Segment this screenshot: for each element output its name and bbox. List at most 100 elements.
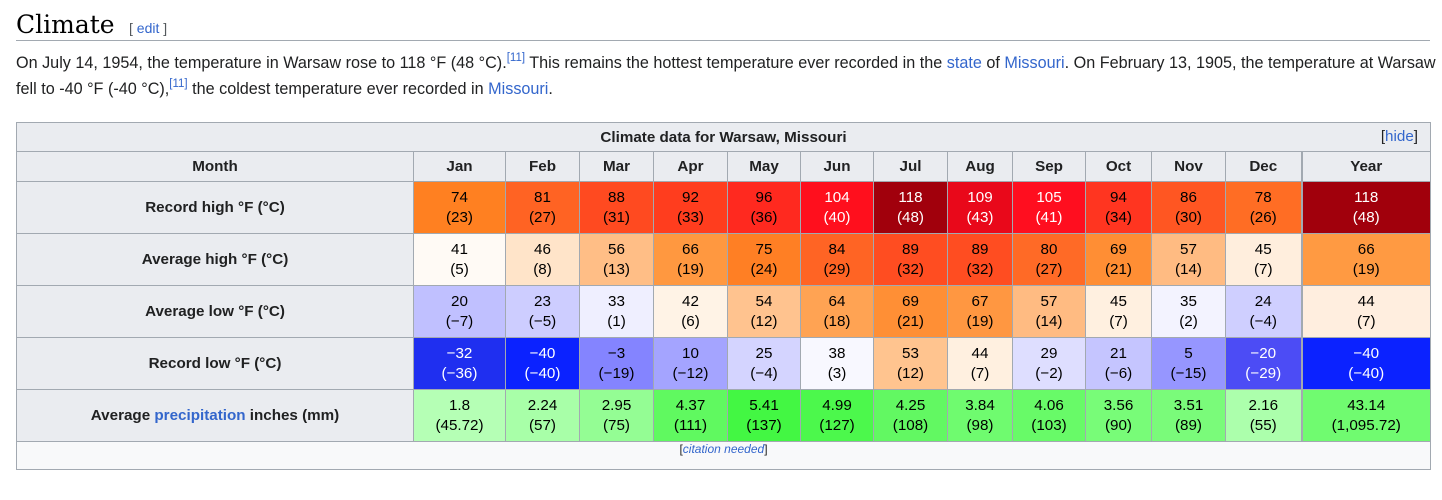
- data-cell: 10 (−12): [653, 337, 728, 390]
- data-cell: 5.41 (137): [727, 389, 801, 442]
- reference-link[interactable]: [11]: [506, 52, 526, 64]
- data-cell: 38 (3): [800, 337, 874, 390]
- data-cell: 3.84 (98): [947, 389, 1013, 442]
- year-cell: 43.14 (1,095.72): [1300, 389, 1431, 442]
- citation-needed-link[interactable]: citation needed: [682, 442, 765, 456]
- section-heading: Climate [ edit ]: [16, 6, 1430, 41]
- data-cell: −32 (−36): [413, 337, 506, 390]
- data-cell: 86 (30): [1151, 181, 1226, 234]
- precipitation-link[interactable]: precipitation: [154, 407, 246, 424]
- data-cell: 69 (21): [873, 285, 948, 338]
- year-header: Year: [1300, 151, 1431, 182]
- data-cell: 92 (33): [653, 181, 728, 234]
- month-header-nov: Nov: [1151, 151, 1226, 182]
- row-label: Record low °F (°C): [16, 337, 414, 390]
- data-cell: −3 (−19): [579, 337, 654, 390]
- reference-link[interactable]: [11]: [169, 78, 188, 90]
- data-cell: 45 (7): [1085, 285, 1152, 338]
- data-cell: 2.16 (55): [1225, 389, 1302, 442]
- table-row: Average low °F (°C) 20 (−7) 23 (−5) 33 (1) 42 (6…: [16, 285, 1431, 338]
- data-cell: 67 (19): [947, 285, 1013, 338]
- data-cell: 3.56 (90): [1085, 389, 1152, 442]
- data-cell: 57 (14): [1012, 285, 1086, 338]
- month-header-oct: Oct: [1085, 151, 1152, 182]
- climate-paragraph: On July 14, 1954, the temperature in War…: [16, 52, 1436, 98]
- year-cell: 118 (48): [1300, 181, 1431, 234]
- data-cell: 89 (32): [947, 233, 1013, 286]
- data-cell: 2.24 (57): [505, 389, 580, 442]
- hide-toggle[interactable]: [hide]: [1380, 128, 1418, 145]
- data-cell: 4.99 (127): [800, 389, 874, 442]
- data-cell: 56 (13): [579, 233, 654, 286]
- table-caption: Climate data for Warsaw, Missouri [hide]: [16, 122, 1431, 152]
- data-cell: 45 (7): [1225, 233, 1302, 286]
- year-cell: 44 (7): [1300, 285, 1431, 338]
- row-label: Average precipitation inches (mm): [16, 389, 414, 442]
- data-cell: −40 (−40): [505, 337, 580, 390]
- data-cell: 35 (2): [1151, 285, 1226, 338]
- data-cell: 74 (23): [413, 181, 506, 234]
- data-cell: 57 (14): [1151, 233, 1226, 286]
- table-row: Average high °F (°C) 41 (5) 46 (8) 56 (13) 66 (1…: [16, 233, 1431, 286]
- missouri-link[interactable]: Missouri: [488, 80, 549, 98]
- year-cell: 66 (19): [1300, 233, 1431, 286]
- data-cell: 109 (43): [947, 181, 1013, 234]
- table-row: Record high °F (°C) 74 (23) 81 (27) 88 (31) 92(…: [16, 181, 1431, 234]
- month-header-jul: Jul: [873, 151, 948, 182]
- missouri-link[interactable]: Missouri: [1004, 54, 1065, 72]
- data-cell: 81 (27): [505, 181, 580, 234]
- data-cell: 94 (34): [1085, 181, 1152, 234]
- data-cell: 4.25 (108): [873, 389, 948, 442]
- data-cell: 21 (−6): [1085, 337, 1152, 390]
- data-cell: 78 (26): [1225, 181, 1302, 234]
- data-cell: 66 (19): [653, 233, 728, 286]
- data-cell: 44 (7): [947, 337, 1013, 390]
- month-header-mar: Mar: [579, 151, 654, 182]
- data-cell: −20 (−29): [1225, 337, 1302, 390]
- data-cell: 23 (−5): [505, 285, 580, 338]
- data-cell: 118 (48): [873, 181, 948, 234]
- data-cell: 25 (−4): [727, 337, 801, 390]
- data-cell: 4.37 (111): [653, 389, 728, 442]
- data-cell: 96 (36): [727, 181, 801, 234]
- data-cell: 69 (21): [1085, 233, 1152, 286]
- month-header-feb: Feb: [505, 151, 580, 182]
- section-title: Climate: [16, 10, 115, 39]
- data-cell: 88 (31): [579, 181, 654, 234]
- climate-table: Climate data for Warsaw, Missouri [hide]…: [16, 122, 1431, 470]
- edit-section: [ edit ]: [129, 20, 168, 36]
- month-header-jan: Jan: [413, 151, 506, 182]
- row-label: Average low °F (°C): [16, 285, 414, 338]
- data-cell: 41 (5): [413, 233, 506, 286]
- data-cell: 42 (6): [653, 285, 728, 338]
- data-cell: 105 (41): [1012, 181, 1086, 234]
- table-footer: [citation needed]: [16, 441, 1431, 470]
- month-header-sep: Sep: [1012, 151, 1086, 182]
- data-cell: 4.06 (103): [1012, 389, 1086, 442]
- data-cell: 33 (1): [579, 285, 654, 338]
- table-row: Average precipitation inches (mm) 1.8 (45.…: [16, 389, 1431, 442]
- month-header: Month: [16, 151, 414, 182]
- data-cell: 54 (12): [727, 285, 801, 338]
- month-header-dec: Dec: [1225, 151, 1302, 182]
- month-header-jun: Jun: [800, 151, 874, 182]
- year-cell: −40 (−40): [1300, 337, 1431, 390]
- data-cell: 46 (8): [505, 233, 580, 286]
- data-cell: 2.95 (75): [579, 389, 654, 442]
- month-header-aug: Aug: [947, 151, 1013, 182]
- data-cell: 5 (−15): [1151, 337, 1226, 390]
- data-cell: 75 (24): [727, 233, 801, 286]
- data-cell: 53 (12): [873, 337, 948, 390]
- state-link[interactable]: state: [946, 54, 982, 72]
- data-cell: 80 (27): [1012, 233, 1086, 286]
- data-cell: 1.8 (45.72): [413, 389, 506, 442]
- data-cell: 104 (40): [800, 181, 874, 234]
- row-label: Average high °F (°C): [16, 233, 414, 286]
- month-header-may: May: [727, 151, 801, 182]
- data-cell: 3.51 (89): [1151, 389, 1226, 442]
- data-cell: 29 (−2): [1012, 337, 1086, 390]
- month-header-apr: Apr: [653, 151, 728, 182]
- data-cell: 20 (−7): [413, 285, 506, 338]
- table-row: Record low °F (°C) −32 (−36) −40 (−40) −3 (−19…: [16, 337, 1431, 390]
- edit-link[interactable]: edit: [136, 20, 160, 36]
